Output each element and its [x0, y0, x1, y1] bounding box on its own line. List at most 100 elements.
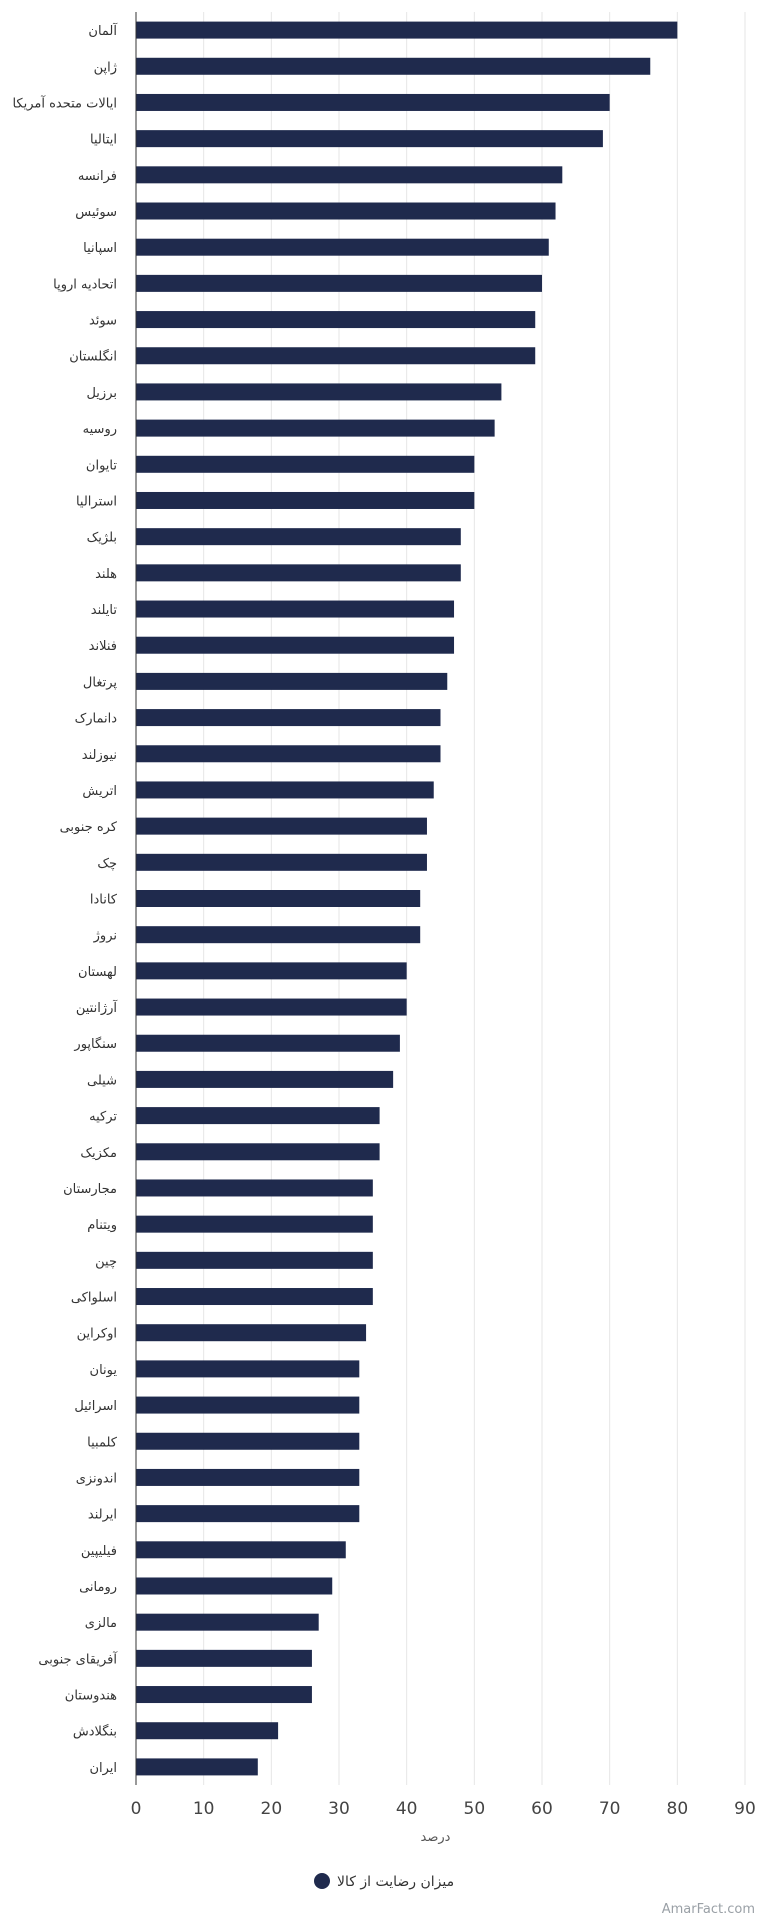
bar	[136, 1396, 360, 1414]
bar	[136, 274, 542, 292]
category-label: ایتالیا	[90, 133, 117, 148]
bar	[136, 1107, 380, 1125]
category-label: آفریقای جنوبی	[38, 1650, 118, 1667]
bar	[136, 1251, 373, 1269]
bar	[136, 528, 461, 546]
bar	[136, 817, 427, 835]
category-label: سنگاپور	[73, 1036, 117, 1052]
bar	[136, 1432, 360, 1450]
bar	[136, 238, 549, 256]
bar	[136, 1324, 367, 1342]
category-label: آلمان	[88, 22, 118, 39]
bar	[136, 202, 556, 220]
bar	[136, 57, 651, 75]
category-label: فنلاند	[89, 639, 117, 654]
bar	[136, 21, 678, 39]
bar	[136, 166, 563, 184]
bar	[136, 1288, 373, 1306]
category-label: مکزیک	[80, 1146, 117, 1161]
category-label: هلند	[95, 567, 117, 582]
bar	[136, 491, 475, 509]
bar	[136, 1722, 279, 1740]
bar	[136, 709, 441, 727]
category-label: نیوزلند	[82, 748, 117, 763]
category-label: شیلی	[87, 1073, 117, 1088]
category-label: نروژ	[93, 929, 117, 944]
bar	[136, 1215, 373, 1233]
category-label: دانمارک	[75, 712, 118, 727]
x-tick-label: 40	[396, 1799, 418, 1819]
category-label: اتحادیه اروپا	[53, 277, 117, 292]
bar	[136, 1468, 360, 1486]
x-tick-label: 0	[131, 1799, 142, 1819]
bar	[136, 311, 536, 329]
bar	[136, 1541, 346, 1559]
category-labels: آلمان ژاپن ایالات متحده آمریکا ایتالیا فرانس…	[12, 22, 118, 1776]
bar	[136, 1758, 258, 1776]
legend-label: میزان رضایت از کالا	[337, 1874, 454, 1890]
watermark: AmarFact.com	[662, 1902, 755, 1917]
x-tick-label: 20	[261, 1799, 283, 1819]
category-label: یونان	[90, 1363, 118, 1378]
category-label: هندوستان	[65, 1689, 117, 1704]
category-label: اسپانیا	[83, 241, 117, 256]
category-label: اندونزی	[76, 1471, 117, 1486]
bar	[136, 383, 502, 401]
bar	[136, 781, 434, 799]
legend[interactable]: میزان رضایت از کالا	[314, 1873, 454, 1890]
x-tick-label: 50	[464, 1799, 486, 1819]
x-tick-labels: 0 10 20 30 40 50 60 70 80 90	[131, 1799, 756, 1819]
category-label: ایران	[89, 1761, 117, 1776]
category-label: استرالیا	[76, 494, 117, 509]
category-label: مجارستان	[63, 1182, 117, 1197]
x-axis-label: درصد	[421, 1830, 451, 1845]
bar	[136, 455, 475, 473]
bar	[136, 962, 407, 980]
category-label: ترکیه	[89, 1110, 117, 1125]
category-label: بلژیک	[87, 531, 117, 546]
bar	[136, 1034, 400, 1052]
category-label: ژاپن	[94, 60, 117, 75]
bar	[136, 926, 421, 944]
category-label: سوئد	[89, 314, 117, 329]
bar	[136, 1179, 373, 1197]
bar	[136, 1686, 312, 1704]
bar	[136, 890, 421, 907]
bar	[136, 1577, 333, 1595]
bar	[136, 1360, 360, 1378]
x-tick-label: 10	[193, 1799, 215, 1819]
category-label: چک	[97, 856, 117, 871]
category-label: کانادا	[90, 893, 118, 908]
bar	[136, 93, 610, 111]
category-label: کره جنوبی	[60, 820, 118, 835]
x-tick-label: 90	[734, 1799, 756, 1819]
bar	[136, 998, 407, 1016]
x-tick-label: 80	[667, 1799, 689, 1819]
x-tick-label: 60	[531, 1799, 553, 1819]
category-label: لهستان	[78, 965, 117, 980]
category-label: آرژانتین	[76, 999, 119, 1016]
bar	[136, 745, 441, 763]
category-label: پرتغال	[83, 675, 117, 690]
bar	[136, 419, 495, 437]
category-label: سوئیس	[75, 205, 117, 220]
category-label: اسلواکی	[71, 1291, 117, 1306]
category-label: تایوان	[86, 458, 117, 473]
category-label: اوکراین	[77, 1327, 117, 1342]
bar	[136, 347, 536, 365]
bar	[136, 636, 455, 654]
bar	[136, 130, 603, 148]
bar	[136, 1070, 394, 1088]
category-label: اسرائیل	[74, 1399, 117, 1414]
x-tick-label: 70	[599, 1799, 621, 1819]
category-label: مالزی	[85, 1616, 117, 1631]
category-label: رومانی	[79, 1580, 117, 1595]
category-label: چین	[95, 1254, 117, 1269]
bar	[136, 1649, 312, 1667]
category-label: انگلستان	[69, 349, 117, 365]
gridlines	[203, 12, 746, 1785]
bars	[136, 21, 678, 1776]
bar	[136, 600, 455, 618]
bar	[136, 1143, 380, 1161]
